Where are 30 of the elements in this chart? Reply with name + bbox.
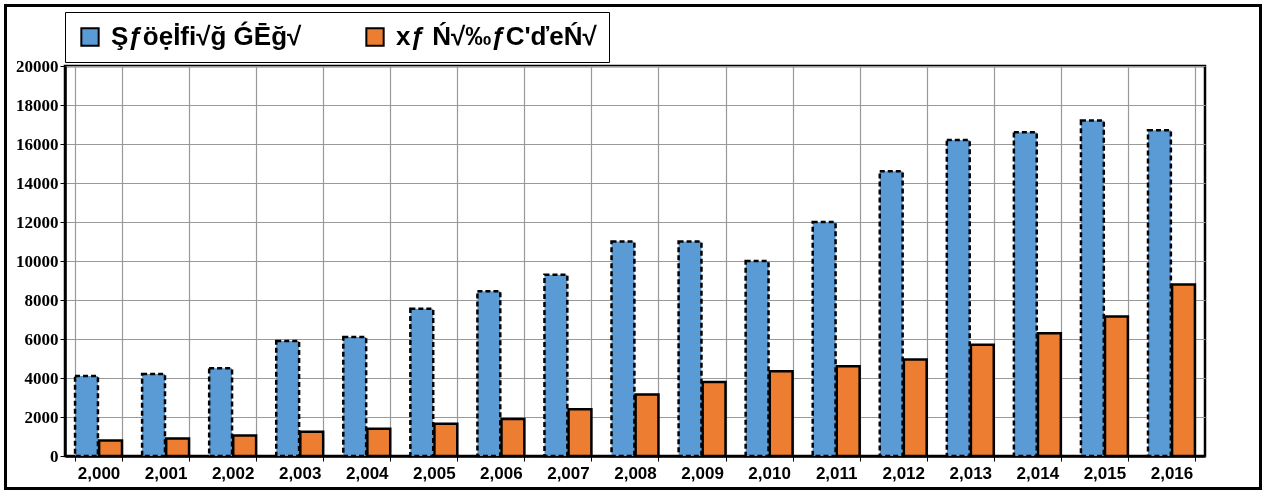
x-tick-label: 2,003 [278, 463, 322, 483]
x-tick-label: 2,001 [144, 463, 188, 483]
y-tick-label: 12000 [16, 212, 59, 232]
x-tick-label: 2,007 [547, 463, 590, 483]
legend-label: xƒ Ń√‰ƒC'ďeŃ√ [396, 21, 598, 51]
x-tick-label: 2,010 [748, 463, 791, 483]
y-tick-label: 18000 [16, 95, 59, 115]
y-tick-label: 2000 [24, 407, 59, 427]
x-tick-label: 2,006 [480, 463, 523, 483]
y-tick-label: 6000 [24, 329, 59, 349]
y-tick-label: 8000 [24, 290, 59, 310]
y-tick-label: 4000 [24, 368, 59, 388]
x-tick-label: 2,009 [681, 463, 724, 483]
x-tick-label: 2,002 [211, 463, 255, 483]
y-tick-label: 16000 [16, 134, 59, 154]
x-tick-label: 2,011 [815, 463, 858, 483]
y-tick-label: 10000 [16, 251, 59, 271]
x-tick-label: 2,013 [949, 463, 993, 483]
x-tick-label: 2,016 [1150, 463, 1194, 483]
y-tick-label: 0 [50, 446, 59, 466]
y-tick-label: 14000 [16, 173, 59, 193]
x-tick-label: 2,008 [614, 463, 657, 483]
x-tick-label: 2,005 [413, 463, 456, 483]
y-tick-label: 20000 [16, 56, 59, 76]
x-tick-label: 2,000 [77, 463, 121, 483]
x-tick-label: 2,015 [1083, 463, 1127, 483]
x-tick-label: 2,014 [1016, 463, 1060, 483]
legend-label: Şƒöẹİfi√ğ ǴĒğ√ [111, 21, 303, 51]
x-tick-label: 2,004 [345, 463, 390, 483]
x-tick-label: 2,012 [882, 463, 926, 483]
